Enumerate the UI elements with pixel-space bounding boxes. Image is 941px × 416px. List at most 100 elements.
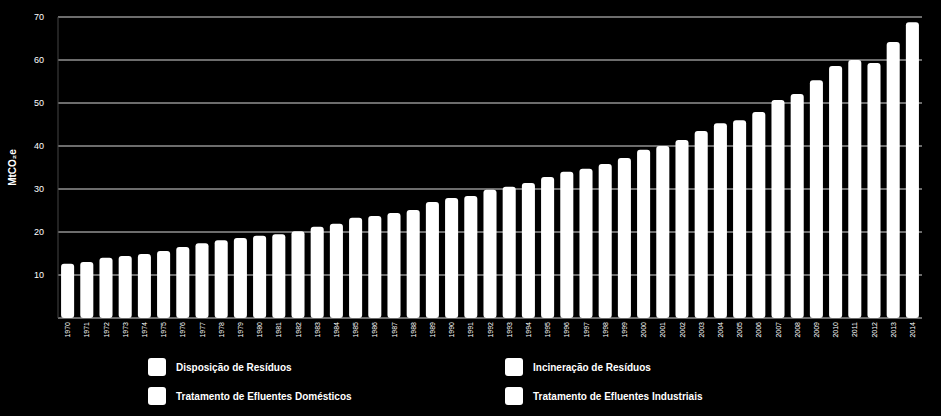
- x-tick-label: 2007: [775, 322, 782, 338]
- x-tick-label: 2012: [871, 322, 878, 338]
- x-tick-label: 1988: [410, 322, 417, 338]
- bar: [215, 240, 228, 318]
- bar: [810, 80, 823, 318]
- x-tick-label: 1999: [621, 322, 628, 338]
- bar: [560, 172, 573, 318]
- x-tick-label: 2003: [698, 322, 705, 338]
- bar: [848, 60, 861, 318]
- grid-line: [58, 17, 922, 18]
- x-tick-label: 1990: [448, 322, 455, 338]
- x-tick-label: 2002: [679, 322, 686, 338]
- bar: [176, 247, 189, 318]
- y-tick-label: 40: [34, 141, 44, 151]
- bar: [99, 258, 112, 318]
- x-tick-label: 1980: [256, 322, 263, 338]
- bar: [522, 183, 535, 318]
- bar: [714, 123, 727, 318]
- bar: [272, 234, 285, 318]
- x-tick-label: 2004: [717, 322, 724, 338]
- bar: [464, 196, 477, 318]
- x-tick-label: 1979: [237, 322, 244, 338]
- background: [0, 0, 941, 416]
- legend-swatch: [148, 358, 166, 376]
- x-tick-label: 2008: [794, 322, 801, 338]
- y-axis-line: [58, 17, 59, 318]
- x-tick-label: 1987: [391, 322, 398, 338]
- x-tick-label: 1983: [314, 322, 321, 338]
- bars: [61, 22, 919, 318]
- y-tick-label: 20: [34, 227, 44, 237]
- x-tick-label: 2000: [640, 322, 647, 338]
- x-tick-label: 1978: [218, 322, 225, 338]
- bar: [445, 198, 458, 318]
- x-tick-label: 1997: [583, 322, 590, 338]
- grid-line: [58, 60, 922, 61]
- bar: [349, 218, 362, 318]
- legend-label: Tratamento de Efluentes Domésticos: [176, 391, 352, 402]
- x-tick-label: 1977: [199, 322, 206, 338]
- x-tick-label: 2014: [909, 322, 916, 338]
- bar: [234, 238, 247, 318]
- x-tick-label: 1984: [333, 322, 340, 338]
- x-tick-label: 1982: [295, 322, 302, 338]
- x-tick-label: 1971: [83, 322, 90, 338]
- bar: [867, 63, 880, 318]
- bar: [887, 42, 900, 318]
- x-tick-label: 1996: [563, 322, 570, 338]
- bar: [483, 190, 496, 318]
- x-tick-label: 2006: [755, 322, 762, 338]
- x-tick-label: 1998: [602, 322, 609, 338]
- y-axis-label: MtCO₂e: [7, 149, 18, 186]
- y-tick-label: 50: [34, 98, 44, 108]
- bar: [771, 100, 784, 318]
- x-tick-label: 2011: [851, 322, 858, 337]
- bar: [599, 164, 612, 318]
- y-tick-label: 60: [34, 55, 44, 65]
- bar: [656, 146, 669, 318]
- legend-swatch: [148, 387, 166, 405]
- x-tick-label: 1985: [352, 322, 359, 338]
- bar: [407, 210, 420, 318]
- bar: [791, 94, 804, 318]
- legend-label: Disposição de Resíduos: [176, 362, 292, 373]
- bar: [829, 66, 842, 318]
- bar: [138, 254, 151, 318]
- x-tick-label: 1973: [122, 322, 129, 338]
- bar: [387, 213, 400, 318]
- legend-swatch: [505, 387, 523, 405]
- x-tick-label: 1976: [179, 322, 186, 338]
- x-tick-label: 1994: [525, 322, 532, 338]
- x-tick-label: 2005: [736, 322, 743, 338]
- x-tick-label: 2010: [832, 322, 839, 338]
- x-tick-label: 1993: [506, 322, 513, 338]
- bar: [80, 262, 93, 318]
- bar: [426, 202, 439, 318]
- x-tick-label: 1972: [103, 322, 110, 338]
- bar: [330, 224, 343, 318]
- x-tick-label: 1992: [487, 322, 494, 338]
- x-tick-label: 1991: [467, 322, 474, 338]
- bar: [291, 231, 304, 318]
- bar: [195, 243, 208, 318]
- x-tick-label: 2009: [813, 322, 820, 338]
- bar: [618, 158, 631, 318]
- bar: [61, 264, 74, 318]
- y-tick-label: 10: [34, 270, 44, 280]
- bar: [752, 112, 765, 318]
- bar: [637, 150, 650, 318]
- bar: [157, 251, 170, 318]
- bar: [733, 120, 746, 318]
- x-tick-label: 1986: [371, 322, 378, 338]
- legend-swatch: [505, 358, 523, 376]
- x-tick-label: 2001: [659, 322, 666, 338]
- bar: [541, 177, 554, 318]
- bar: [368, 216, 381, 318]
- chart: 10203040506070MtCO₂e19701971197219731974…: [0, 0, 941, 416]
- bar: [906, 22, 919, 318]
- bar: [311, 227, 324, 318]
- bar: [253, 236, 266, 318]
- y-tick-label: 70: [34, 12, 44, 22]
- x-tick-label: 2013: [890, 322, 897, 338]
- x-tick-label: 1970: [64, 322, 71, 338]
- bar: [119, 256, 132, 318]
